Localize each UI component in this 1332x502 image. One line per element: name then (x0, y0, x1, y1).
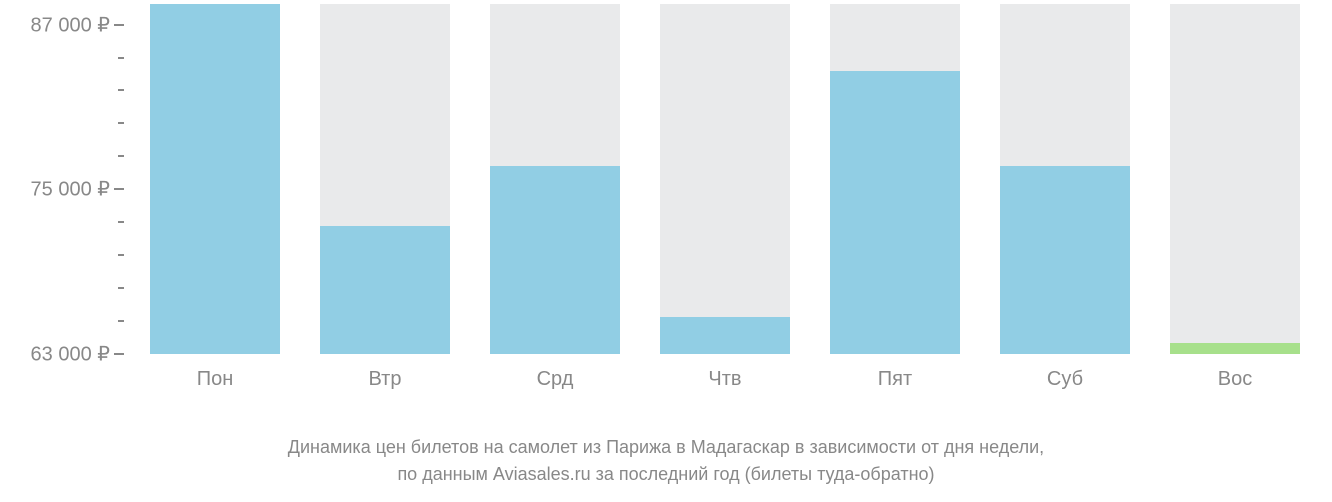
caption-line-2: по данным Aviasales.ru за последний год … (20, 461, 1312, 488)
y-axis-tick (114, 24, 124, 26)
y-axis-label: 63 000 ₽ (31, 342, 110, 367)
y-axis: 63 000 ₽ 75 000 ₽ 87 000 ₽ (0, 4, 130, 404)
x-axis-label: Суб (1047, 368, 1083, 391)
y-axis-minor-tick (118, 155, 124, 157)
y-axis-minor-tick (118, 254, 124, 256)
y-axis-label: 75 000 ₽ (31, 177, 110, 202)
bar-slot: Втр (320, 4, 449, 354)
bar-background (1170, 4, 1299, 354)
caption-line-1: Динамика цен билетов на самолет из Париж… (20, 434, 1312, 461)
plot-area: Пон Втр Срд Чтв Пят Суб Вос (130, 4, 1320, 404)
bar (830, 71, 959, 354)
y-axis-minor-tick (118, 320, 124, 322)
y-axis-minor-tick (118, 287, 124, 289)
bar-slot: Срд (490, 4, 619, 354)
y-axis-minor-tick (118, 221, 124, 223)
bar (150, 4, 279, 354)
bar-slot: Пон (150, 4, 279, 354)
y-axis-label: 87 000 ₽ (31, 12, 110, 37)
x-axis-label: Пят (878, 368, 912, 391)
bar (660, 317, 789, 354)
bar (1170, 343, 1299, 354)
bar-slot: Вос (1170, 4, 1299, 354)
bar-slot: Суб (1000, 4, 1129, 354)
x-axis-label: Пон (197, 368, 234, 391)
price-by-weekday-chart: 63 000 ₽ 75 000 ₽ 87 000 ₽ Пон Втр Срд Чтв Пят… (0, 0, 1332, 428)
bar (490, 166, 619, 354)
bar (320, 226, 449, 354)
bar-slot: Чтв (660, 4, 789, 354)
bar-background (660, 4, 789, 354)
y-axis-minor-tick (118, 122, 124, 124)
y-axis-minor-tick (118, 89, 124, 91)
y-axis-tick (114, 188, 124, 190)
chart-caption: Динамика цен билетов на самолет из Париж… (0, 428, 1332, 502)
bar-slot: Пят (830, 4, 959, 354)
x-axis-label: Вос (1218, 368, 1252, 391)
x-axis-label: Срд (537, 368, 574, 391)
y-axis-minor-tick (118, 57, 124, 59)
y-axis-tick (114, 353, 124, 355)
x-axis-label: Чтв (708, 368, 741, 391)
x-axis-label: Втр (369, 368, 402, 391)
bar (1000, 166, 1129, 354)
